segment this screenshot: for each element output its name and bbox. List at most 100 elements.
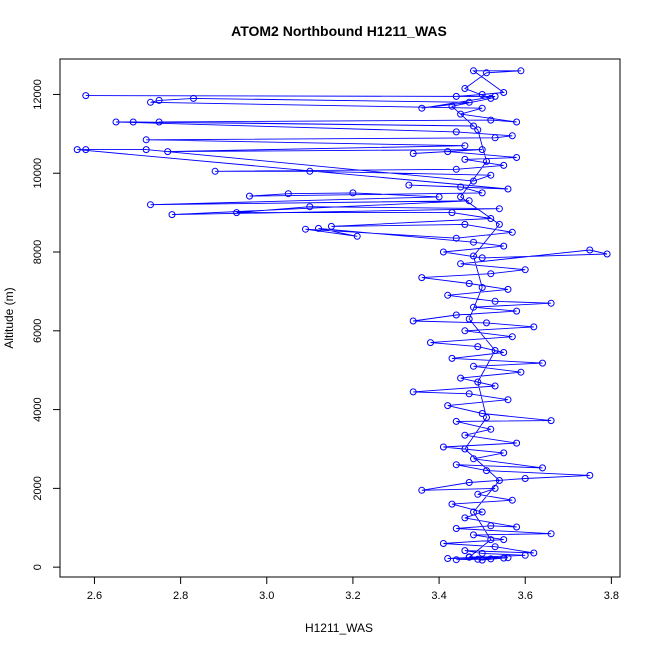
y-tick-label: 12000 xyxy=(32,79,44,110)
data-point xyxy=(470,238,477,246)
data-point xyxy=(470,455,477,463)
data-point xyxy=(487,270,495,278)
data-point xyxy=(452,234,460,242)
data-point xyxy=(470,252,477,260)
data-point xyxy=(491,134,499,142)
data-point xyxy=(495,220,503,228)
data-point xyxy=(82,92,90,100)
data-point xyxy=(474,343,482,351)
y-tick-label: 4000 xyxy=(32,397,44,421)
data-point xyxy=(435,193,443,201)
data-point xyxy=(474,555,482,563)
y-tick-label: 2000 xyxy=(32,476,44,500)
data-point xyxy=(405,181,413,189)
data-point xyxy=(487,425,495,433)
data-point xyxy=(474,490,482,498)
data-point xyxy=(452,92,460,100)
data-point xyxy=(306,203,314,211)
data-point xyxy=(521,475,529,482)
data-point xyxy=(457,183,465,191)
data-point xyxy=(500,161,508,169)
data-point xyxy=(448,209,456,217)
data-point xyxy=(470,303,477,311)
data-point xyxy=(487,522,495,530)
data-point xyxy=(465,553,473,561)
data-point xyxy=(457,260,465,268)
data-point xyxy=(112,118,120,126)
data-point xyxy=(452,128,460,136)
data-point xyxy=(470,67,477,75)
data-point xyxy=(439,540,447,547)
data-point xyxy=(465,98,473,106)
data-point xyxy=(461,445,469,453)
data-point xyxy=(147,201,154,209)
data-point xyxy=(487,94,495,102)
data-point xyxy=(461,431,469,439)
data-point xyxy=(470,531,477,539)
data-point xyxy=(444,555,452,562)
data-point xyxy=(439,248,447,256)
data-point xyxy=(439,443,447,451)
data-point xyxy=(513,118,521,126)
data-point xyxy=(539,359,546,367)
data-point xyxy=(483,319,490,327)
y-tick-label: 0 xyxy=(32,564,44,570)
data-point xyxy=(452,525,460,532)
data-point xyxy=(452,311,460,319)
data-point xyxy=(461,220,469,228)
data-point xyxy=(444,291,452,299)
data-point xyxy=(530,323,538,331)
x-tick-label: 2.8 xyxy=(173,590,188,602)
data-point xyxy=(465,479,473,486)
data-point xyxy=(211,167,219,175)
data-point xyxy=(82,146,90,154)
data-point xyxy=(147,98,154,106)
data-point xyxy=(513,523,521,531)
data-point xyxy=(353,232,361,240)
data-point xyxy=(487,171,495,179)
y-tick-label: 10000 xyxy=(32,158,44,189)
data-point xyxy=(478,189,486,197)
data-point xyxy=(517,368,525,376)
data-point xyxy=(478,284,486,291)
data-point xyxy=(448,102,456,110)
data-point xyxy=(129,118,137,126)
data-point xyxy=(547,530,555,538)
data-point xyxy=(418,104,426,112)
data-point xyxy=(500,554,508,562)
data-point xyxy=(474,378,482,386)
data-point xyxy=(315,224,322,232)
data-point xyxy=(302,225,309,233)
data-point xyxy=(547,299,555,307)
data-point xyxy=(483,157,490,165)
data-point xyxy=(478,104,486,112)
series-line xyxy=(77,70,608,561)
x-tick-label: 3.8 xyxy=(604,590,619,602)
x-tick-label: 2.6 xyxy=(87,590,102,602)
data-point xyxy=(513,439,521,447)
y-tick-label: 6000 xyxy=(32,319,44,343)
data-point xyxy=(508,228,516,236)
data-point xyxy=(487,555,495,563)
data-point xyxy=(539,464,546,472)
data-point xyxy=(586,471,594,479)
x-tick-label: 3.4 xyxy=(431,590,446,602)
data-point xyxy=(409,388,417,396)
y-tick-label: 8000 xyxy=(32,240,44,264)
data-point xyxy=(478,410,486,417)
data-point xyxy=(474,126,482,134)
chart-title: ATOM2 Northbound H1211_WAS xyxy=(231,23,447,39)
data-point xyxy=(470,362,477,370)
data-point xyxy=(461,327,469,335)
data-point xyxy=(465,197,473,205)
data-point xyxy=(73,146,81,154)
data-point xyxy=(500,449,508,457)
series-layer xyxy=(73,67,611,564)
data-point xyxy=(495,477,503,484)
data-point xyxy=(452,165,460,173)
data-point xyxy=(491,347,499,354)
y-axis-label: Altitude (m) xyxy=(2,287,16,348)
data-point xyxy=(409,317,417,325)
data-point xyxy=(461,142,469,150)
